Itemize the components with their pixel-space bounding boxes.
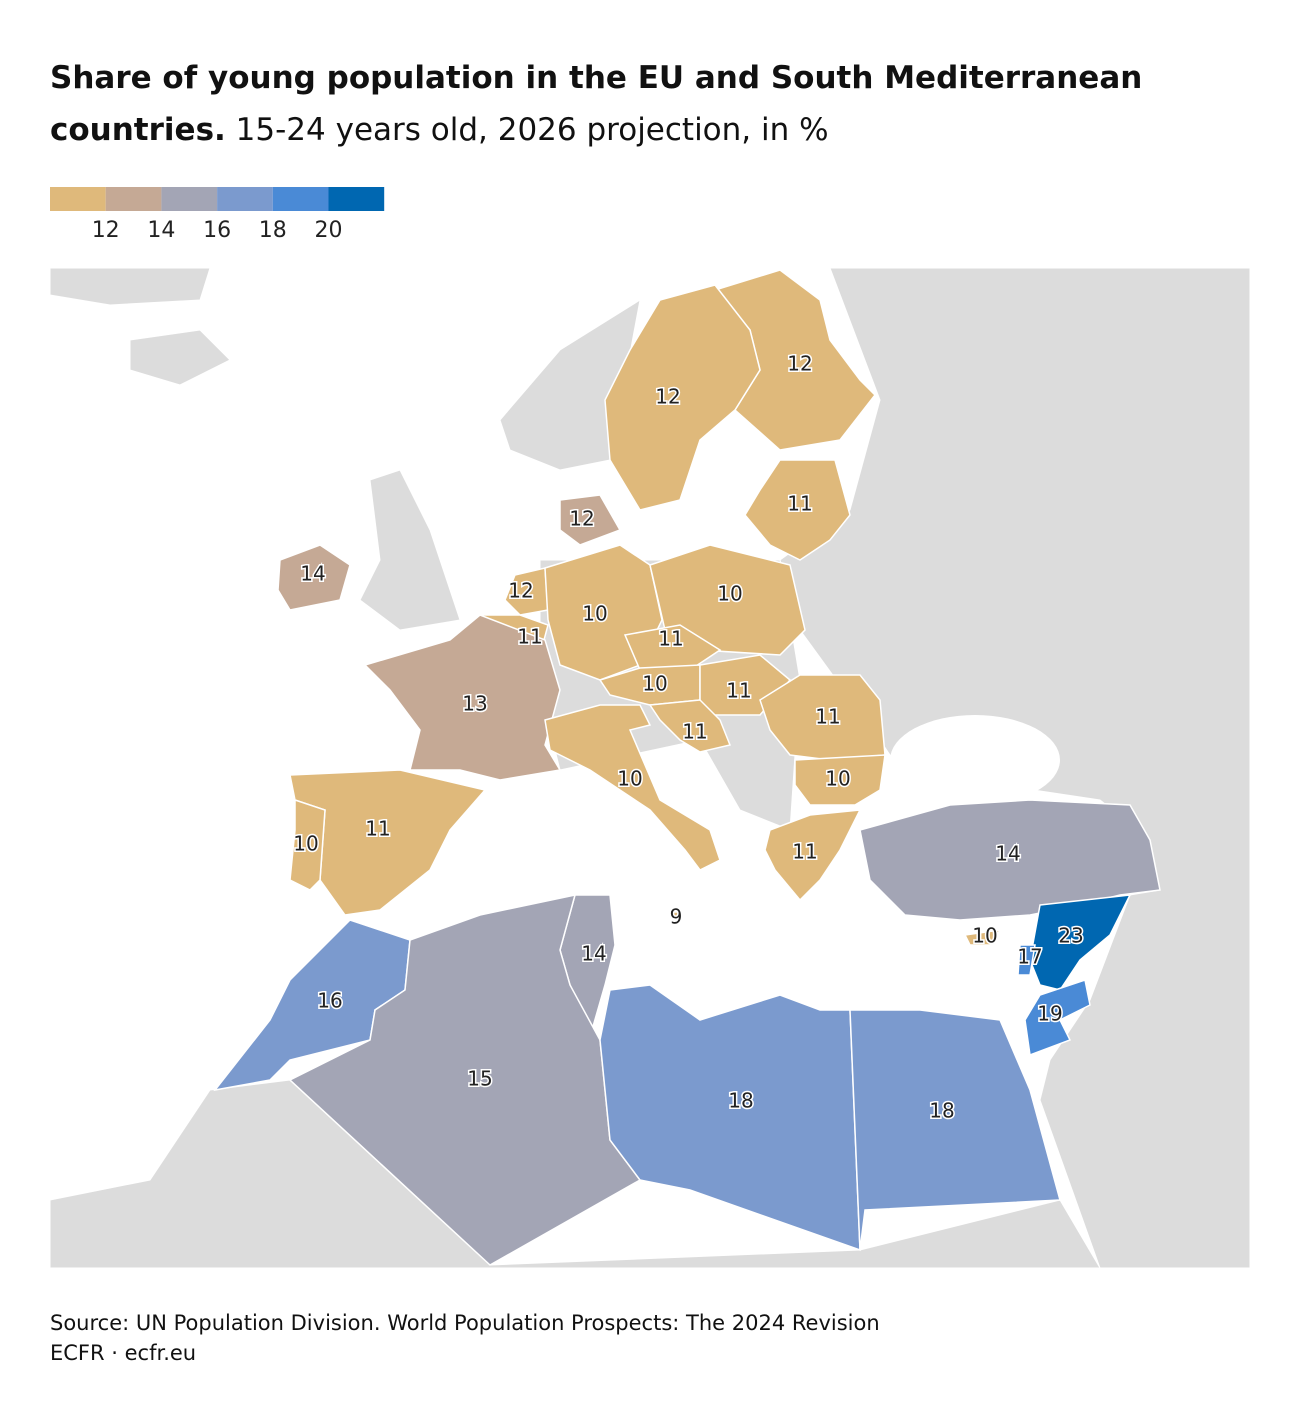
legend-tick-label: 14: [147, 218, 175, 243]
region: [764, 809, 862, 902]
region-label: 10: [825, 767, 850, 791]
legend-swatch: [105, 187, 162, 211]
region: [1017, 944, 1036, 976]
region-label: 14: [581, 942, 606, 966]
land: [50, 268, 211, 306]
black-sea: [890, 715, 1060, 805]
region-label: 10: [582, 602, 607, 626]
land: [129, 329, 231, 386]
legend-tick-label: 12: [92, 218, 120, 243]
region: [1024, 979, 1091, 1057]
regions: 12 12 11 12 14 12 10 10 11 11 10 11 13 11 11 10 10 11 10 11…: [213, 269, 1161, 1266]
legend-swatch: [328, 187, 385, 211]
region-label: 15: [467, 1067, 492, 1091]
region-label: 11: [682, 720, 707, 744]
region-label: 9: [670, 905, 683, 929]
legend: 12 14 16 18 20: [50, 187, 385, 243]
legend-tick-label: 20: [315, 218, 343, 243]
region-label: 11: [658, 627, 683, 651]
region: [599, 984, 861, 1252]
region: [744, 459, 851, 561]
region-label: 18: [929, 1099, 954, 1123]
legend-swatch: [217, 187, 273, 211]
map: 12 12 11 12 14 12 10 10 11 11 10 11 13 11 11 10 10 11 10 11…: [50, 187, 1250, 1268]
region-label: 12: [655, 385, 680, 409]
legend-swatch: [50, 187, 106, 211]
region-label: 11: [517, 625, 542, 649]
region: [289, 798, 326, 891]
region: [363, 614, 562, 781]
region-label: 11: [792, 840, 817, 864]
region-label: 19: [1037, 1002, 1062, 1026]
region-label: 16: [317, 989, 342, 1013]
region: [504, 567, 549, 616]
region: [859, 799, 1161, 921]
heading: Share of young population in the EU and …: [50, 52, 1170, 156]
region-label: 10: [717, 582, 742, 606]
region-label: 13: [462, 692, 487, 716]
credit: ECFR · ecfr.eu: [50, 1341, 197, 1365]
region-label: 18: [728, 1089, 753, 1113]
legend-tick-label: 16: [203, 218, 231, 243]
region-label: 14: [300, 562, 325, 586]
region-label: 10: [972, 924, 997, 948]
region: [671, 911, 681, 921]
subtitle: 15-24 years old, 2026 projection, in %: [235, 112, 829, 148]
region: [849, 1009, 1061, 1251]
region: [604, 284, 761, 511]
region-label: 10: [642, 672, 667, 696]
title: Share of young population in the EU and …: [50, 60, 1143, 148]
base-map: 12 12 11 12 14 12 10 10 11 11 10 11 13 11 11 10 10 11 10 11…: [50, 268, 1250, 1268]
region-label: 10: [617, 767, 642, 791]
region: [544, 704, 721, 871]
region: [623, 624, 722, 671]
footer: Source: UN Population Division. World Po…: [50, 1308, 880, 1368]
region-label: 10: [293, 832, 318, 856]
source: Source: UN Population Division. World Po…: [50, 1311, 880, 1335]
region-label: 23: [1058, 924, 1083, 948]
land: [359, 469, 461, 631]
region: [559, 494, 622, 546]
region-label: 11: [365, 817, 390, 841]
region-label: 17: [1017, 945, 1042, 969]
region: [963, 929, 1002, 946]
legend-swatch: [272, 187, 329, 211]
region-label: 12: [569, 507, 594, 531]
region: [794, 754, 886, 806]
legend-swatch: [161, 187, 218, 211]
region: [277, 544, 351, 611]
region-label: 11: [787, 492, 812, 516]
region-label: 11: [815, 705, 840, 729]
region-label: 12: [787, 352, 812, 376]
region-label: 14: [995, 842, 1020, 866]
region-label: 11: [726, 679, 751, 703]
region: [648, 699, 732, 753]
region-label: 12: [508, 579, 533, 603]
legend-tick-label: 18: [259, 218, 287, 243]
